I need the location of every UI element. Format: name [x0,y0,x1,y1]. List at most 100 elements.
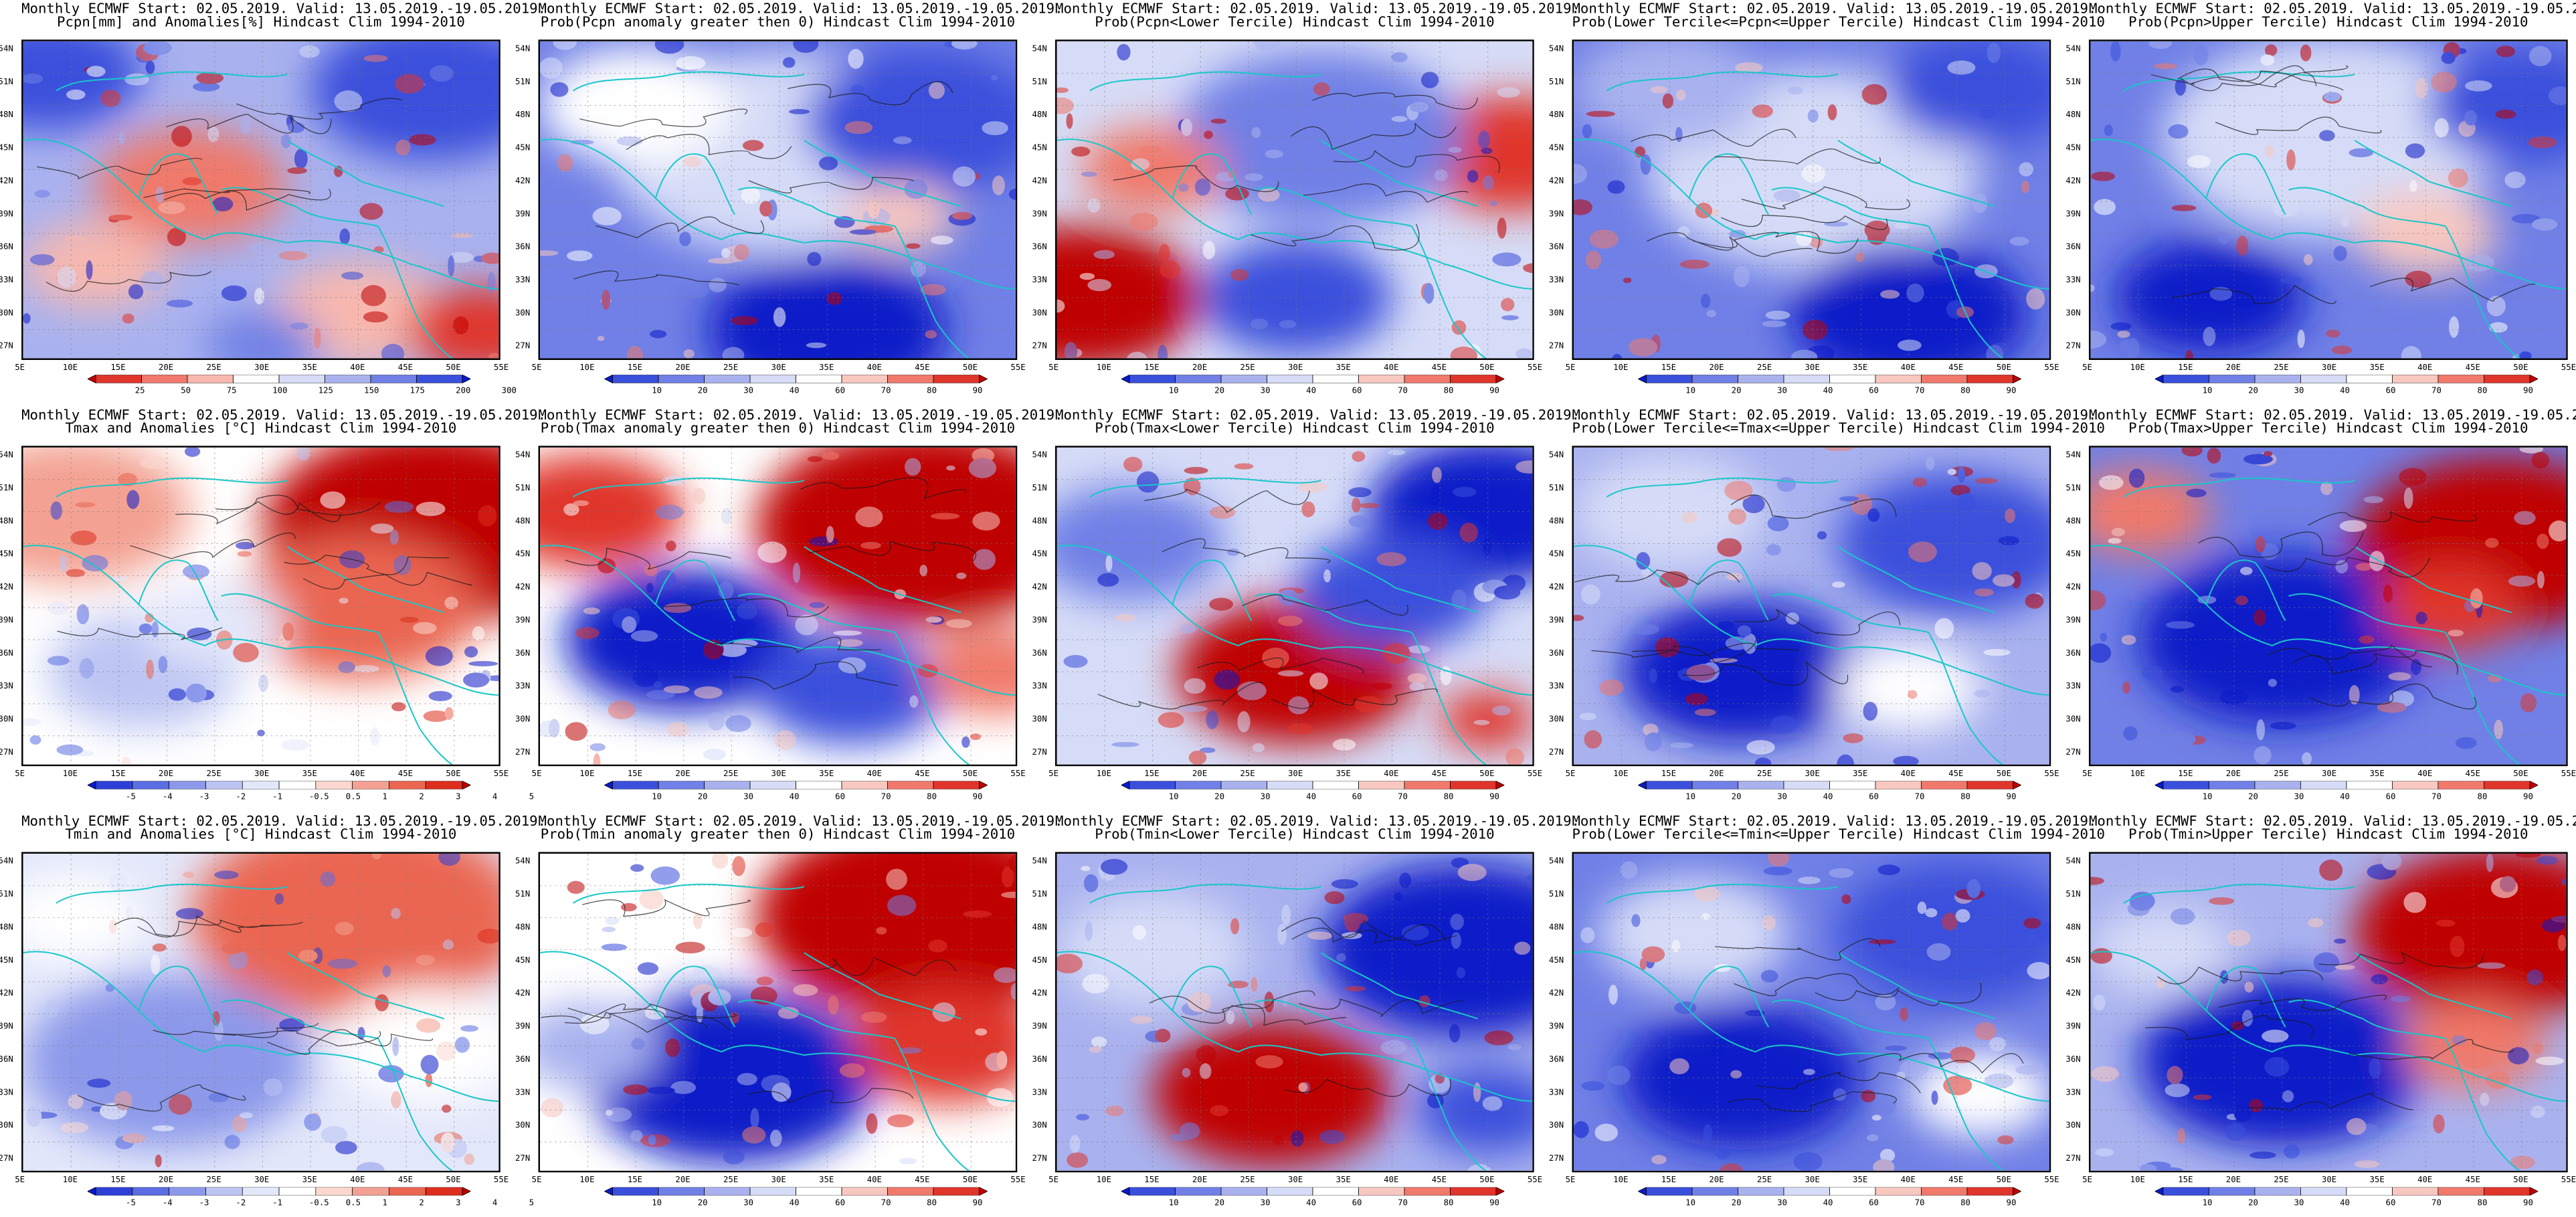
colorbar-swatch [132,781,170,789]
field-speckle [29,254,55,266]
colorbar-label: 60 [1352,1198,1362,1209]
longitude-label: 50E [2513,363,2528,373]
coastline [2205,559,2286,622]
colorbar-label: 2 [419,792,424,803]
longitude-label: 35E [1853,769,1868,779]
field-speckle [2167,1066,2183,1085]
latitude-label: 27N [0,341,13,352]
field-speckle [1686,664,1716,681]
latitude-label: 39N [1032,1022,1047,1032]
anomaly-region [191,853,499,1019]
colorbar-swatch [1646,375,1693,383]
contour-line [2215,116,2382,135]
latitude-label: 36N [1032,242,1047,253]
field-speckle [391,1091,401,1109]
field-speckle [1056,299,1065,313]
field-speckle [2480,1093,2490,1107]
field-speckle [2185,350,2193,359]
field-speckle [991,75,998,81]
colorbar-label: 10 [1168,1198,1179,1209]
colorbar [87,1187,471,1196]
coastline [377,225,454,359]
contour-line [236,98,402,120]
colorbar-swatch [979,1187,988,1196]
field-speckle [2323,92,2341,102]
colorbar-label: 175 [409,386,425,397]
field-speckle [1456,967,1465,979]
field-speckle [1715,1147,1730,1160]
field-speckle [413,622,437,634]
field-speckle [1716,701,1746,709]
field-speckle [143,41,172,56]
colorbar-label: 90 [2006,1198,2017,1209]
latitude-label: 30N [515,1121,531,1131]
longitude-label: 5E [15,1176,25,1186]
field-speckle [630,864,644,872]
map-title-line2: Tmin and Anomalies [°C] Hindcast Clim 19… [65,824,457,842]
field-speckle [1879,1149,1896,1162]
latitude-label: 39N [1032,616,1047,626]
field-speckle [1724,480,1753,501]
field-speckle [320,491,346,509]
latitude-label: 27N [1032,747,1047,758]
contour-line [2308,511,2477,526]
colorbar-swatch [612,1187,659,1196]
colorbar-label: 90 [1489,792,1499,803]
longitude-label: 15E [2178,769,2193,779]
colorbar-swatch [1646,781,1693,789]
field-speckle [274,893,284,905]
longitude-label: 30E [1805,363,1820,373]
field-speckle [2015,1065,2041,1075]
field-speckle [605,1109,613,1116]
field-speckle [963,910,992,918]
contour-line [1734,609,1901,636]
longitude-label: 35E [2369,363,2385,373]
coastline [1837,952,1995,1020]
field-speckle [334,165,343,177]
longitude-label: 40E [1900,769,1916,779]
coastline [377,632,454,765]
latitude-label: 51N [2065,484,2081,494]
field-speckle [393,555,411,575]
field-speckle [1766,544,1781,556]
field-speckle [1745,1010,1765,1016]
field-speckle [2224,1123,2247,1141]
field-speckle [602,289,611,310]
field-speckle [2021,180,2030,193]
field-speckle [1180,624,1196,634]
field-speckle [1087,279,1112,292]
map-title-line2: Pcpn[mm] and Anomalies[%] Hindcast Clim … [57,12,465,29]
colorbar-swatch [1875,1187,1922,1196]
field-speckle [146,659,155,680]
field-speckle [409,134,436,146]
field-speckle [1993,574,2015,587]
longitude-label: 55E [1010,1176,1026,1186]
field-speckle [1594,1123,1619,1142]
field-speckle [76,604,90,625]
field-speckle [1898,339,1922,351]
coastline [2354,139,2512,207]
coastline [2205,965,2286,1028]
field-speckle [82,555,108,572]
latitude-label: 36N [515,1055,531,1065]
field-speckle [850,84,864,95]
field-speckle [100,90,121,107]
latitude-label: 51N [1548,484,1564,494]
colorbar-swatch [2254,781,2301,789]
field-speckle [1693,886,1720,902]
field-speckle [1358,502,1380,508]
field-speckle [1979,108,1996,119]
colorbar-swatch [2154,1187,2164,1196]
field-speckle [795,614,818,636]
latitude-label: 54N [1032,856,1047,867]
field-speckle [1733,266,1750,288]
longitude-label: 45E [1431,1176,1447,1186]
field-speckle [1491,705,1511,716]
latitude-label: 27N [1548,341,1564,352]
field-speckle [1677,226,1690,238]
field-speckle [2510,1155,2535,1169]
colorbar-swatch [1404,375,1451,383]
coastline [572,71,805,92]
field-speckle [66,89,86,100]
field-speckle [444,596,458,610]
